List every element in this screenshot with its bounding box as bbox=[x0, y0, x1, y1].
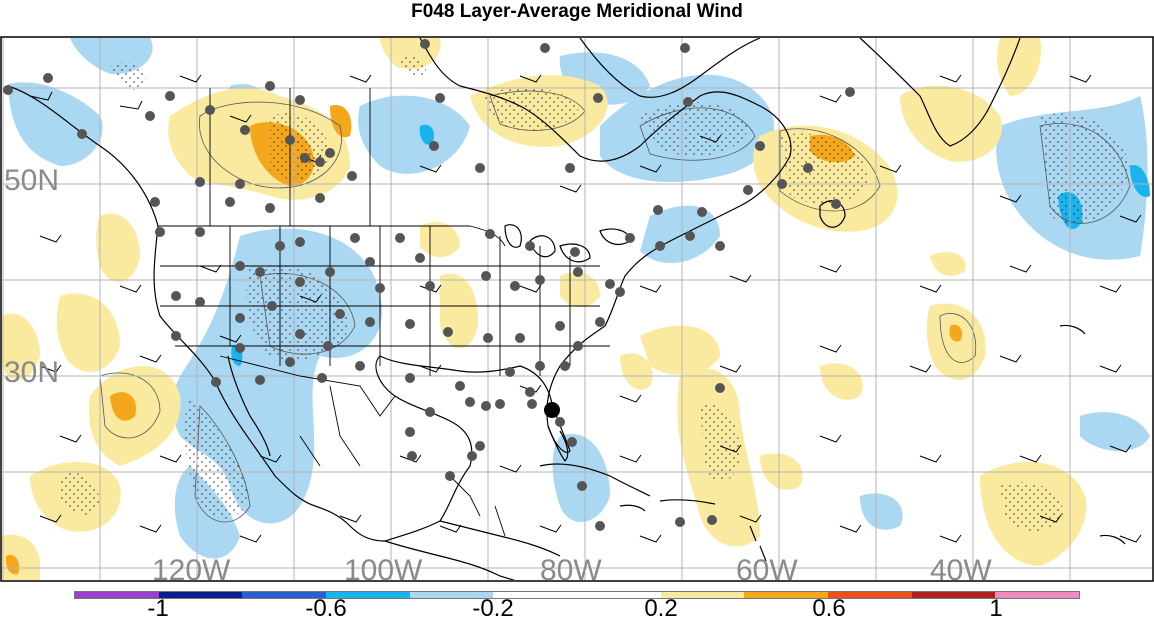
positive-region bbox=[640, 325, 720, 375]
colorbar-swatch bbox=[242, 592, 327, 598]
positive-region bbox=[440, 273, 479, 349]
longitude-label-40w: 40W bbox=[930, 554, 992, 587]
positive-region bbox=[997, 38, 1041, 96]
colorbar-tick-label: 0.2 bbox=[644, 595, 678, 622]
negative-region bbox=[174, 466, 240, 559]
negative-region bbox=[552, 434, 610, 523]
longitude-label-80w: 80W bbox=[540, 554, 602, 587]
colorbar-swatch bbox=[995, 592, 1080, 598]
negative-region bbox=[640, 205, 720, 263]
positive-core bbox=[5, 554, 20, 575]
positive-region bbox=[926, 303, 986, 380]
map-frame bbox=[0, 36, 1154, 582]
colorbar-tick-label: -0.6 bbox=[305, 595, 347, 622]
colorbar-swatch bbox=[828, 592, 912, 598]
colorbar-swatch bbox=[911, 592, 996, 598]
colorbar-tick-label: 0.6 bbox=[812, 595, 846, 622]
positive-region bbox=[930, 251, 966, 276]
political-borders bbox=[158, 88, 610, 537]
colorbar-swatch bbox=[75, 592, 159, 598]
lat-lon-grid bbox=[2, 38, 1152, 580]
positive-region bbox=[900, 85, 1002, 162]
map-border bbox=[0, 36, 1154, 582]
latitude-label-30n: 30N bbox=[4, 356, 60, 389]
colorbar-swatch bbox=[660, 592, 745, 598]
colorbar-swatch bbox=[409, 592, 494, 598]
positive-core bbox=[949, 324, 963, 342]
colorbar-tick-label: 1 bbox=[989, 595, 1003, 622]
positive-region bbox=[56, 293, 120, 373]
positive-region bbox=[560, 272, 600, 308]
significance-stipple bbox=[60, 54, 1130, 531]
negative-region bbox=[1130, 165, 1150, 197]
colorbar-swatch bbox=[577, 592, 661, 598]
station-markers bbox=[3, 39, 855, 531]
colorbar-tick-label: -0.2 bbox=[472, 595, 514, 622]
colorbar bbox=[74, 591, 1080, 599]
negative-region bbox=[860, 493, 903, 530]
colorbar-swatch bbox=[744, 592, 829, 598]
colorbar-swatch bbox=[493, 592, 578, 598]
positive-region bbox=[620, 353, 653, 390]
positive-region bbox=[2, 313, 40, 380]
latitude-label-50n: 50N bbox=[4, 164, 60, 197]
colorbar-swatch bbox=[326, 592, 410, 598]
longitude-label-60w: 60W bbox=[736, 554, 798, 587]
negative-region bbox=[1080, 412, 1150, 451]
positive-core bbox=[110, 392, 136, 421]
longitude-label-120w: 120W bbox=[152, 554, 231, 587]
contour-lines bbox=[99, 90, 1131, 523]
colorbar-tick-label: -1 bbox=[147, 595, 169, 622]
negative-region bbox=[419, 124, 435, 145]
negative-region bbox=[8, 82, 103, 166]
positive-region bbox=[820, 363, 863, 400]
longitude-label-100w: 100W bbox=[344, 554, 423, 587]
map-title: F048 Layer-Average Meridional Wind bbox=[411, 1, 743, 22]
negative-region bbox=[358, 95, 470, 174]
positive-region bbox=[96, 213, 140, 283]
positive-core bbox=[330, 105, 352, 138]
highlight-station bbox=[544, 402, 560, 418]
positive-region bbox=[420, 222, 460, 258]
colorbar-swatch bbox=[158, 592, 243, 598]
wind-barbs bbox=[29, 74, 1142, 543]
